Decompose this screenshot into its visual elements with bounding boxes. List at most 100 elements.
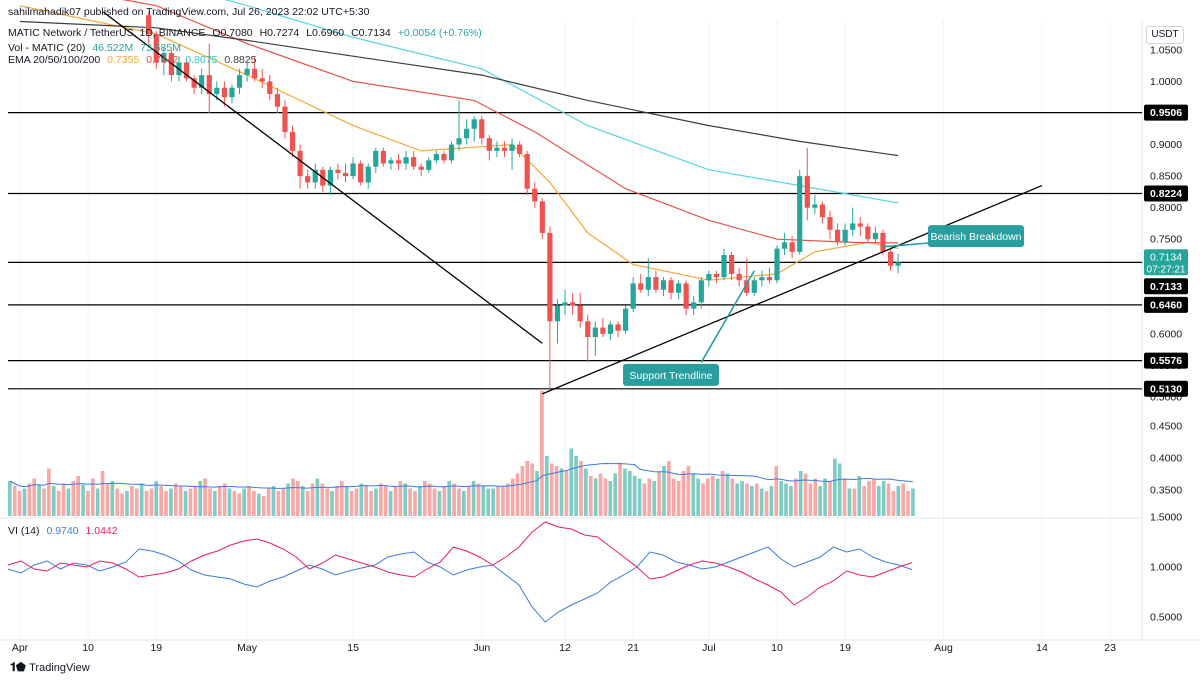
volume-bar [32,478,37,516]
candle-body [804,176,810,208]
volume-bar [232,491,237,516]
trendline-support [542,184,1043,395]
candle-body [388,160,394,164]
candle-body [433,154,439,161]
volume-bar [784,483,788,516]
price-level-tag-text: 0.5576 [1150,355,1182,367]
candle-body [781,242,788,249]
vi-label[interactable]: VI (14) [8,525,40,537]
candle-body [411,157,417,167]
volume-bar [667,461,671,516]
volume-bar [330,491,334,516]
volume-bar [71,481,76,516]
ema-label[interactable]: EMA 20/50/100/200 [8,54,101,66]
volume-bar [647,478,652,516]
volume-bar [740,481,744,516]
candle-body [713,273,720,278]
candle-body [653,277,659,290]
trendline-breakdown-pointer [882,241,937,248]
time-tick-label: 23 [1104,642,1116,654]
candle-body [282,106,288,132]
volume-tick-label: 0.4500 [1150,421,1182,433]
volume-bar [442,486,447,516]
volume-bar [525,461,530,516]
volume-bar [803,473,808,516]
candle-body [342,172,349,177]
volume-bar [662,466,666,516]
volume-bar [564,471,569,516]
candle-body [479,119,485,139]
volume-bar [574,456,578,516]
candle-body [827,217,833,230]
volume-bar [554,466,559,516]
price-level-tag [1144,278,1188,295]
volume-bar [452,483,456,516]
volume-bar [852,488,857,516]
volume-bar [369,491,373,516]
vi-plus-line [7,546,913,623]
time-tick-label: 14 [1036,642,1048,654]
volume-bar [296,481,300,516]
volume-bar [100,471,105,516]
volume-bar [300,486,305,516]
volume-bar [569,448,574,516]
candle-body [623,308,629,331]
volume-bar [408,488,412,516]
volume-bar [769,486,774,516]
volume-bar [388,491,393,516]
volume-bar [588,476,593,516]
volume-bar [134,488,139,516]
volume-bar [603,478,608,516]
volume-bar [862,486,866,516]
volume-bar [598,473,603,516]
vi-tick-label: 1.5000 [1150,512,1182,524]
volume-bar [735,483,740,516]
candle-body [236,75,243,88]
volume-bar [335,486,339,516]
symbol-name[interactable]: MATIC Network / TetherUS, 1D, BINANCE [8,27,206,39]
publisher-text: sahilmahadik07 published on TradingView.… [8,6,370,18]
vi-minus-value: 1.0442 [85,525,118,537]
volume-bar [593,478,598,516]
vi-minus-line [7,521,913,606]
volume-label[interactable]: Vol - MATIC (20) [8,42,86,54]
trendline-descending [102,11,543,344]
candle-body [395,160,402,164]
tradingview-logo-icon: 𝟏⬟ [10,660,26,674]
candle-body [221,87,227,98]
candle-body [214,87,220,95]
candle-body [501,147,508,151]
candle-body [153,34,159,63]
candle-body [842,229,848,243]
vi-tick-label: 1.0000 [1150,562,1182,574]
volume-bar [808,483,813,516]
candle-body [252,68,258,79]
volume-bar [354,488,359,516]
candle-body [267,81,273,95]
volume-bar [896,486,901,516]
candle-body [517,144,523,155]
volume-bar [339,481,344,516]
volume-bar [671,478,676,516]
volume-bar [56,491,61,516]
volume-bar [466,486,471,516]
candle-body [834,229,841,243]
volume-bar [837,463,842,516]
volume-bar [256,493,261,516]
volume-bar [491,488,495,516]
volume-bar [872,478,876,516]
candle-body [638,283,644,290]
volume-bar [413,491,417,516]
ema-line [19,5,899,281]
candle-body [698,280,704,303]
volume-bar [613,473,617,516]
time-tick-label: Jun [473,642,490,654]
volume-bar [154,481,159,516]
volume-bar [208,488,212,516]
time-tick-label: 15 [347,642,359,654]
currency-selector[interactable]: USDT [1146,26,1184,44]
volume-bar [847,488,852,516]
candle-body [759,277,765,281]
volume-bar [95,488,100,516]
